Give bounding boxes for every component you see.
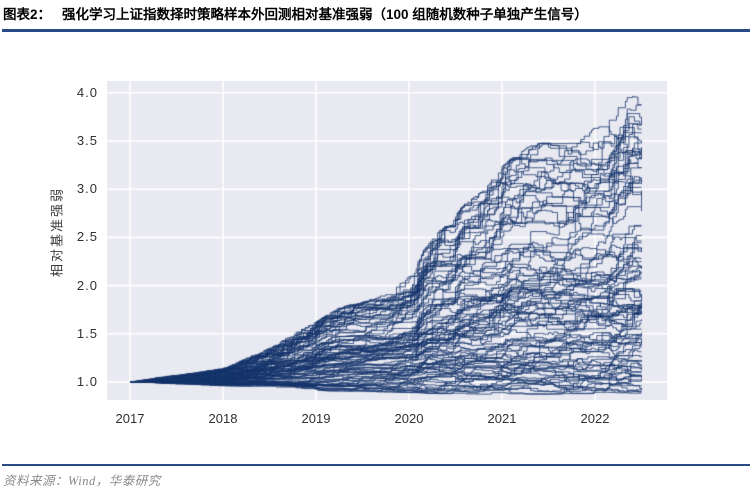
header-divider xyxy=(2,29,750,32)
figure-header: 图表2： 强化学习上证指数择时策略样本外回测相对基准强弱（100 组随机数种子单独… xyxy=(3,5,749,25)
y-tick-label: 3.5 xyxy=(76,133,98,148)
plot-area xyxy=(107,81,667,400)
footer-divider xyxy=(2,464,750,466)
source-note: 资料来源：Wind，华泰研究 xyxy=(3,474,161,488)
x-tick-label: 2018 xyxy=(208,411,238,426)
relative-strength-line-chart: 相对基准强弱 1.0 1.5 2.0 2.5 3.0 3.5 4.0 2017 2018 2019… xyxy=(0,40,752,440)
figure-label: 图表2： xyxy=(3,7,52,22)
chart-canvas xyxy=(107,81,667,400)
y-tick-label: 3.0 xyxy=(76,181,98,197)
y-tick-label: 4.0 xyxy=(76,84,98,100)
y-tick-label: 1.0 xyxy=(76,374,98,389)
y-tick-label: 2.0 xyxy=(76,277,98,293)
x-tick-label: 2019 xyxy=(301,411,331,426)
x-tick-label: 2020 xyxy=(394,411,424,426)
x-tick-label: 2022 xyxy=(580,411,610,426)
x-tick-label: 2021 xyxy=(487,411,517,426)
x-tick-label: 2017 xyxy=(115,411,145,426)
y-tick-label: 2.5 xyxy=(76,229,98,245)
y-tick-label: 1.5 xyxy=(76,325,98,341)
figure-title: 强化学习上证指数择时策略样本外回测相对基准强弱（100 组随机数种子单独产生信号… xyxy=(62,7,588,22)
